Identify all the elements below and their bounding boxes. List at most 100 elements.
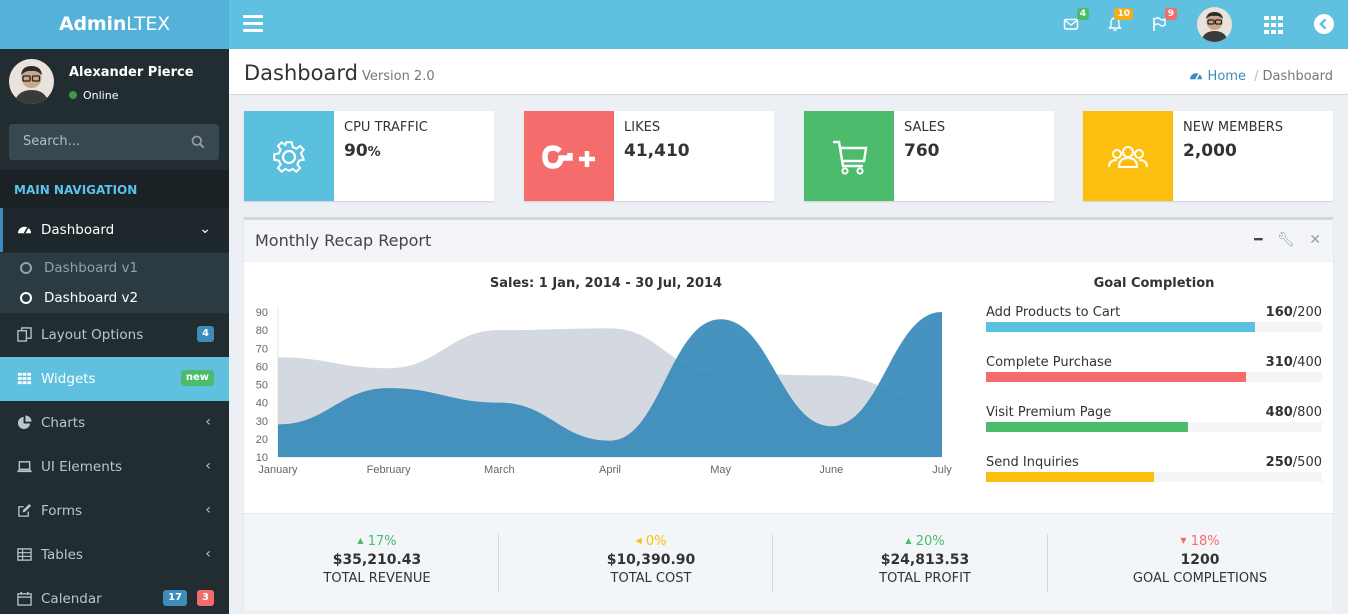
layout-options-badge: 4 <box>197 326 214 342</box>
progress-done: 480 <box>1265 405 1293 420</box>
sidebar-item-layout-options[interactable]: Layout Options 4 <box>0 313 229 357</box>
sidebar-item-label: Layout Options <box>41 327 144 343</box>
search-icon[interactable] <box>191 135 205 149</box>
goal-completion-title: Goal Completion <box>1093 276 1215 291</box>
info-box-new-members: NEW MEMBERS 2,000 <box>1083 111 1333 201</box>
x-tick-label: May <box>710 464 731 476</box>
laptop-icon <box>17 461 32 473</box>
x-tick-label: February <box>367 464 412 476</box>
description-block: ▼ 18% 1200 GOAL COMPLETIONS <box>1070 534 1330 592</box>
y-tick-label: 40 <box>256 398 268 410</box>
user-panel: Alexander Pierce Online <box>0 49 229 115</box>
progress-number: 480/800 <box>1266 405 1322 420</box>
notifications-icon[interactable]: 10 <box>1107 8 1133 34</box>
wrench-icon[interactable]: 🔧︎ <box>1277 232 1295 248</box>
info-box-likes: LIKES 41,410 <box>524 111 774 201</box>
messages-icon[interactable]: 4 <box>1063 8 1089 34</box>
sales-area-chart: 10 20 30 40 50 60 70 80 90 January February March Ap… <box>256 307 953 476</box>
sidebar-item-label: Calendar <box>41 591 102 607</box>
description-value: $35,210.43 <box>332 552 422 568</box>
sidebar-item-tables[interactable]: Tables ‹ <box>0 533 229 577</box>
monthly-recap-panel: Monthly Recap Report ━ 🔧︎ ✕ Sales: 1 Jan… <box>244 217 1333 610</box>
progress-done: 250 <box>1265 455 1293 470</box>
progress-total: /800 <box>1292 405 1322 420</box>
sidebar-item-widgets[interactable]: Widgets new <box>0 357 229 401</box>
percentage-text: 18% <box>1190 534 1220 549</box>
cpu-value: 90 <box>344 141 368 161</box>
sidebar-subitem-dashboard-v2[interactable]: Dashboard v2 <box>0 283 229 313</box>
description-value: $10,390.90 <box>606 552 696 568</box>
subitem-label: Dashboard v1 <box>44 260 139 276</box>
close-icon[interactable]: ✕ <box>1309 232 1321 248</box>
progress-number: 310/400 <box>1266 355 1322 370</box>
percentage-indicator: ▲ 20% <box>795 534 1055 549</box>
progress-bar <box>986 472 1322 482</box>
logo-bold-text: Admin <box>59 13 127 35</box>
calendar-badge-red: 3 <box>197 590 214 606</box>
sidebar-item-dashboard[interactable]: Dashboard ⌄ <box>0 208 229 252</box>
sidebar-item-ui-elements[interactable]: UI Elements ‹ <box>0 445 229 489</box>
sidebar: Alexander Pierce Online Search... MAIN N… <box>0 49 229 614</box>
caret-down-icon: ▼ <box>1180 536 1187 545</box>
y-tick-label: 20 <box>256 434 268 446</box>
widgets-badge: new <box>180 370 214 386</box>
description-block: ▲ 20% $24,813.53 TOTAL PROFIT <box>795 534 1055 592</box>
sidebar-item-calendar[interactable]: Calendar 17 3 <box>0 577 229 614</box>
sidebar-item-label: Charts <box>41 415 86 431</box>
info-box-label: CPU TRAFFIC <box>344 120 428 135</box>
breadcrumb: Home / Dashboard <box>1189 69 1333 84</box>
page-version: Version 2.0 <box>362 69 435 84</box>
info-box-label: NEW MEMBERS <box>1183 120 1283 135</box>
sidebar-item-charts[interactable]: Charts ‹ <box>0 401 229 445</box>
sidebar-item-label: UI Elements <box>41 459 123 475</box>
series-area-1 <box>278 312 942 457</box>
progress-label: Send Inquiries <box>986 455 1079 470</box>
calendar-badge-blue: 17 <box>163 590 187 606</box>
search-placeholder: Search... <box>23 134 81 149</box>
caret-up-icon: ▲ <box>357 536 364 545</box>
description-value: $24,813.53 <box>880 552 970 568</box>
tasks-badge: 9 <box>1164 8 1177 20</box>
percentage-indicator: ▲ 17% <box>247 534 507 549</box>
x-tick-label: April <box>599 464 621 476</box>
progress-done: 160 <box>1265 305 1293 320</box>
info-box-sales: SALES 760 <box>804 111 1054 201</box>
app-logo[interactable]: AdminLTEX <box>0 0 229 49</box>
navbar-user-avatar[interactable] <box>1197 7 1232 42</box>
online-dot-icon <box>69 91 77 99</box>
x-tick-label: June <box>819 464 843 476</box>
progress-label: Visit Premium Page <box>986 405 1112 420</box>
user-status-text: Online <box>83 89 119 102</box>
edit-icon <box>18 503 32 517</box>
caret-up-icon: ▲ <box>905 536 912 545</box>
info-box-label: SALES <box>904 120 946 135</box>
circle-icon <box>20 292 32 304</box>
tasks-flag-icon[interactable]: 9 <box>1151 8 1177 34</box>
messages-badge: 4 <box>1076 8 1089 20</box>
cart-icon <box>804 111 894 201</box>
page-title: Dashboard <box>244 61 358 85</box>
sidebar-subitem-dashboard-v1[interactable]: Dashboard v1 <box>0 253 229 283</box>
sidebar-item-label: Forms <box>41 503 83 519</box>
sidebar-toggle-icon[interactable] <box>243 15 263 33</box>
description-block: ▲ 17% $35,210.43 TOTAL REVENUE <box>247 534 507 592</box>
minus-icon[interactable]: ━ <box>1254 232 1263 248</box>
panel-footer: ▲ 17% $35,210.43 TOTAL REVENUE ◀ 0% $10,… <box>244 513 1333 610</box>
y-tick-label: 50 <box>256 380 268 392</box>
description-label: TOTAL PROFIT <box>879 571 971 586</box>
chart-title: Sales: 1 Jan, 2014 - 30 Jul, 2014 <box>489 276 723 291</box>
divider <box>498 534 499 592</box>
control-sidebar-toggle-icon[interactable] <box>1314 14 1334 34</box>
sidebar-search-input[interactable]: Search... <box>9 124 219 160</box>
apps-grid-icon[interactable] <box>1263 15 1285 35</box>
percentage-indicator: ▼ 18% <box>1070 534 1330 549</box>
progress-fill <box>986 472 1154 482</box>
x-tick-label: July <box>932 464 952 476</box>
progress-bar <box>986 422 1322 432</box>
circle-icon <box>20 262 32 274</box>
top-navbar: 4 10 9 <box>229 0 1348 49</box>
info-box-value: 90% <box>344 141 381 161</box>
breadcrumb-home-link[interactable]: Home <box>1207 69 1246 84</box>
copy-icon <box>17 327 32 342</box>
sidebar-item-forms[interactable]: Forms ‹ <box>0 489 229 533</box>
